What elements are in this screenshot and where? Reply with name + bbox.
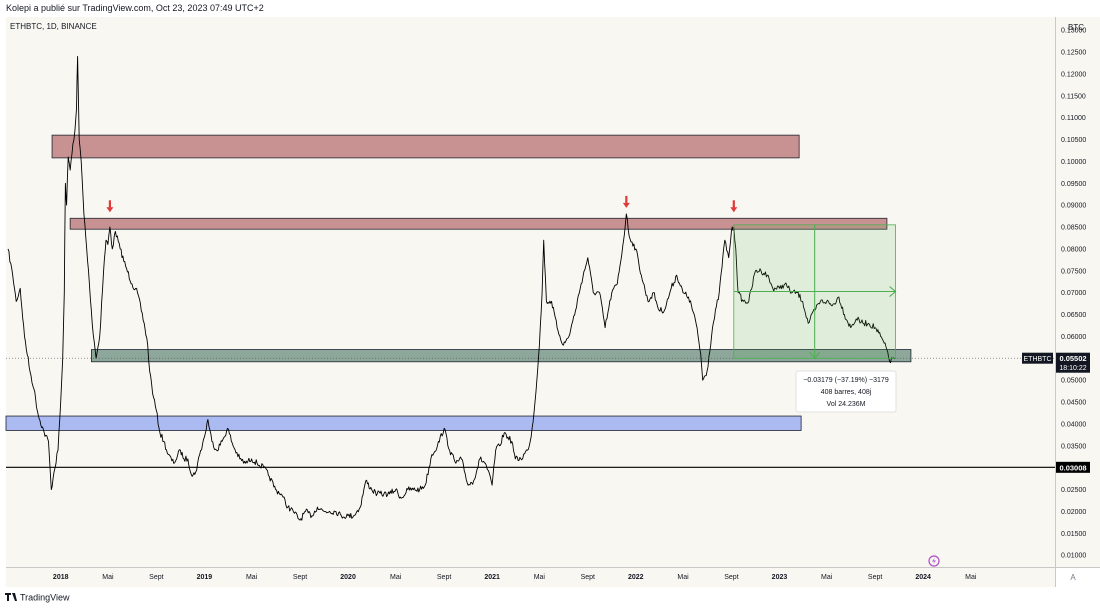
auto-scale-button[interactable]: A [1070,573,1076,582]
y-tick-label: 0.08500 [1061,225,1086,232]
x-tick-label: 2019 [197,574,213,581]
last-price-value: 0.05502 [1059,354,1086,363]
x-axis: 2018 Mai Sept 2019 Mai Sept 2020 Mai Sept 2021 Mai… [53,574,977,581]
measure-info-line1: −0.03179 (−37.19%) −3179 [803,377,889,384]
price-series [7,55,896,521]
mid-resistance-zone[interactable] [69,217,888,230]
x-tick-label: Mai [965,574,977,581]
x-tick-label: Sept [724,574,738,581]
time-axis-bg[interactable] [6,567,1055,587]
x-tick-label: 2018 [53,574,69,581]
y-tick-label: 0.10500 [1061,137,1086,144]
x-tick-label: 2023 [772,574,788,581]
y-tick-label: 0.07000 [1061,290,1086,297]
x-tick-label: Sept [581,574,595,581]
tradingview-logo-mark [5,593,17,601]
y-tick-label: 0.03500 [1061,443,1086,450]
x-tick-label: Mai [534,574,546,581]
down-arrow-icon [730,207,738,213]
x-tick-label: Sept [149,574,163,581]
measure-layer[interactable] [733,224,897,360]
x-tick-label: 2020 [340,574,356,581]
measure-arrowhead-down [809,351,821,360]
x-tick-label: Mai [246,574,258,581]
y-tick-label: 0.04000 [1061,421,1086,428]
symbol-tag: ETHBTC [1024,356,1052,363]
chart-frame[interactable]: ETHBTC, 1D, BINANCE BTC 0.13000 0.12500 0.… [0,17,1100,608]
hline-layer[interactable] [6,357,1055,468]
lightning-icon-ring [928,555,940,567]
x-tick-label: Mai [390,574,402,581]
hline-price-tag: 0.03008 [1056,461,1090,473]
x-tick-label: Sept [868,574,882,581]
y-tick-label: 0.09500 [1061,181,1086,188]
zones-layer[interactable] [5,134,912,431]
symbol-title: ETHBTC, 1D, BINANCE [10,22,97,31]
tradingview-brand: TradingView [20,593,70,603]
publish-header: Kolepi a publié sur TradingView.com, Oct… [0,0,1100,17]
measure-info-line3: Vol 24.236M [827,401,866,408]
down-arrow-icon [106,207,114,213]
y-tick-label: 0.07500 [1061,268,1086,275]
publish-line: Kolepi a publié sur TradingView.com, Oct… [6,3,264,13]
support-zone[interactable] [91,349,912,363]
y-tick-label: 0.12500 [1061,50,1086,57]
measure-info-bg [795,370,897,413]
y-tick-label: 0.06000 [1061,334,1086,341]
x-tick-label: Mai [102,574,114,581]
x-tick-label: 2024 [915,574,931,581]
lightning-icon-bolt [932,557,936,565]
measure-arrowhead-right [889,286,897,297]
y-tick-label: 0.05000 [1061,378,1086,385]
y-tick-label: 0.04500 [1061,400,1086,407]
measure-info-card: −0.03179 (−37.19%) −3179 408 barres, 408… [795,370,897,413]
symbol-tag-bg [1022,352,1053,364]
y-axis: 0.13000 0.12500 0.12000 0.11500 0.11000 0.105… [1061,28,1086,560]
y-tick-label: 0.02500 [1061,487,1086,494]
tradingview-logo: TradingView [5,593,70,603]
price-line [7,55,896,521]
y-tick-label: 0.12000 [1061,71,1086,78]
upper-resistance-zone[interactable] [51,134,800,159]
last-price-tag: ETHBTC 0.05502 18:10:22 [1022,352,1090,373]
currency-label: BTC [1068,23,1084,32]
hline-tag-value: 0.03008 [1059,463,1086,472]
last-price-bg [1056,352,1090,373]
measure-info-line2: 408 barres, 408j [821,389,872,396]
lower-support-zone[interactable] [5,415,802,431]
x-tick-label: Mai [821,574,833,581]
y-tick-label: 0.01500 [1061,531,1086,538]
y-tick-label: 0.13000 [1061,28,1086,35]
price-axis-bg[interactable] [1055,17,1100,567]
lightning-icon[interactable] [928,555,940,567]
y-tick-label: 0.10000 [1061,159,1086,166]
y-tick-label: 0.06500 [1061,312,1086,319]
x-tick-label: Sept [437,574,451,581]
y-tick-label: 0.11500 [1061,93,1086,100]
plot-area-bg[interactable] [6,17,1055,567]
down-arrow-icon [622,202,630,208]
x-tick-label: 2022 [628,574,644,581]
chart-svg[interactable]: ETHBTC, 1D, BINANCE BTC 0.130000.125000.… [0,17,1100,608]
bar-countdown: 18:10:22 [1059,365,1086,372]
arrows-layer [106,195,738,213]
y-tick-label: 0.11000 [1061,115,1086,122]
y-tick-label: 0.08000 [1061,246,1086,253]
x-tick-label: 2021 [484,574,500,581]
y-tick-label: 0.02000 [1061,509,1086,516]
x-tick-label: Sept [293,574,307,581]
hline-tag-bg [1056,461,1090,473]
y-tick-label: 0.01000 [1061,553,1086,560]
y-tick-label: 0.09000 [1061,203,1086,210]
x-tick-label: Mai [677,574,689,581]
